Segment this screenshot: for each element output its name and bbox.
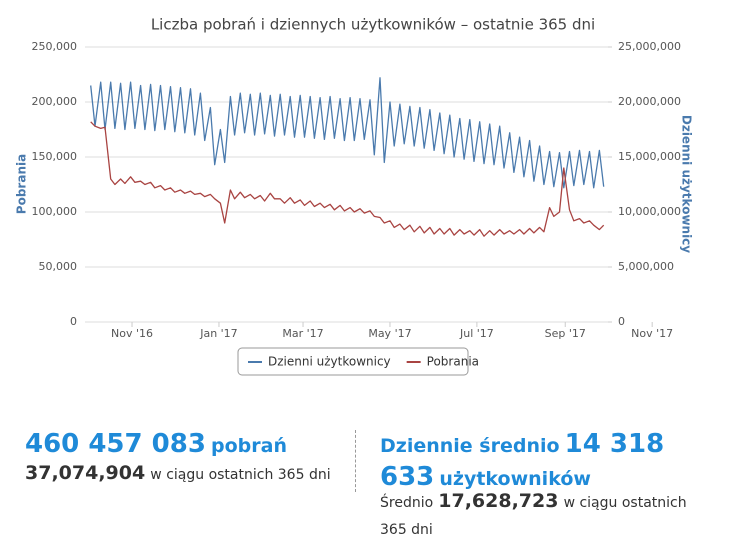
legend-label: Pobrania — [427, 355, 479, 369]
avg-365-value: 17,628,723 — [438, 490, 559, 512]
y2-axis-label: Dzienni użytkownicy — [680, 115, 694, 253]
series-line — [90, 77, 605, 189]
daily-prefix: Dziennie średnio — [380, 435, 560, 457]
x-tick-label: May '17 — [368, 327, 411, 340]
y2-tick-label: 0 — [618, 315, 625, 328]
y2-tick-label: 10,000,000 — [618, 205, 681, 218]
downloads-365-value: 37,074,904 — [25, 462, 146, 484]
chart-title: Liczba pobrań i dziennych użytkowników –… — [151, 16, 595, 34]
x-tick-label: Jan '17 — [199, 327, 237, 340]
x-tick-label: Mar '17 — [282, 327, 323, 340]
x-tick-label: Sep '17 — [545, 327, 586, 340]
x-tick-label: Nov '17 — [631, 327, 673, 340]
y-tick-label: 150,000 — [32, 150, 78, 163]
daily-unit: użytkowników — [439, 467, 591, 490]
x-tick-label: Nov '16 — [111, 327, 153, 340]
average-365: Średnio 17,628,723 w ciągu ostatnich 365… — [380, 488, 710, 543]
y2-tick-label: 5,000,000 — [618, 260, 674, 273]
daily-average: Dziennie średnio 14 318 633 użytkowników — [380, 428, 710, 493]
y-tick-label: 200,000 — [32, 95, 78, 108]
y-tick-label: 0 — [70, 315, 77, 328]
downloads-total-value: 460 457 083 — [25, 429, 206, 459]
avg-365-text: w ciągu ostatnich 365 dni — [380, 495, 687, 538]
avg-prefix: Średnio — [380, 495, 434, 511]
divider — [355, 430, 356, 492]
y-tick-label: 250,000 — [32, 40, 78, 53]
downloads-365-text: w ciągu ostatnich 365 dni — [150, 467, 331, 483]
y2-tick-label: 15,000,000 — [618, 150, 681, 163]
y2-tick-label: 25,000,000 — [618, 40, 681, 53]
y-tick-label: 100,000 — [32, 205, 78, 218]
y-tick-label: 50,000 — [39, 260, 78, 273]
y-axis-label: Pobrania — [15, 154, 29, 214]
series-line — [90, 121, 605, 237]
x-tick-label: Jul '17 — [459, 327, 494, 340]
downloads-365: 37,074,904 w ciągu ostatnich 365 dni — [25, 462, 331, 486]
downloads-total: 460 457 083 pobrań — [25, 428, 287, 461]
chart: Liczba pobrań i dziennych użytkowników –… — [15, 16, 694, 376]
y2-tick-label: 20,000,000 — [618, 95, 681, 108]
daily-avg-value: 14 318 633 — [380, 429, 665, 492]
legend-label: Dzienni użytkownicy — [268, 355, 391, 369]
legend-box — [237, 347, 469, 376]
downloads-total-unit: pobrań — [211, 435, 287, 457]
